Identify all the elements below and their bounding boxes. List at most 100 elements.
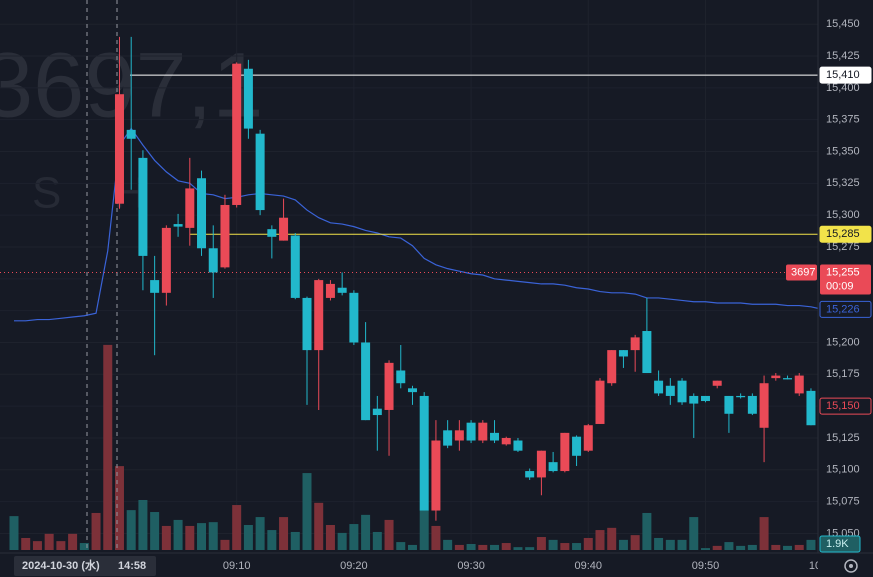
- volume-bar: [9, 516, 19, 550]
- crosshair-time: 14:58: [118, 560, 146, 572]
- volume-bar: [21, 537, 31, 550]
- volume-bar: [560, 543, 570, 550]
- candle-body: [583, 425, 593, 451]
- candle-body: [478, 422, 488, 441]
- volume-bar: [197, 523, 207, 550]
- volume-bar: [490, 544, 500, 550]
- volume-bar: [443, 539, 453, 550]
- y-tick-label: 15,075: [826, 496, 860, 508]
- candle-body: [302, 297, 312, 351]
- candle-body: [724, 395, 734, 414]
- y-tick-label: 15,400: [826, 82, 860, 94]
- candle-body: [548, 462, 558, 472]
- candle-body: [747, 395, 757, 414]
- volume-bar: [208, 522, 218, 550]
- volume-bar: [747, 544, 757, 550]
- candle-body: [771, 375, 781, 379]
- candle-body: [654, 380, 664, 394]
- candle-body: [150, 280, 160, 293]
- last-close-label-box: [819, 397, 872, 415]
- volume-bar: [372, 531, 382, 550]
- candle-body: [232, 63, 242, 205]
- candle-body: [372, 408, 382, 416]
- candle-body: [173, 224, 183, 227]
- volume-bar: [583, 537, 593, 550]
- x-tick-label: 09:20: [340, 560, 368, 572]
- volume-bar: [79, 543, 89, 550]
- volume-bar: [759, 517, 769, 550]
- candle-body: [443, 430, 453, 446]
- candle-body: [665, 385, 675, 396]
- candle-body: [700, 395, 710, 402]
- y-tick-label: 15,425: [826, 50, 860, 62]
- candle-body: [794, 375, 804, 394]
- volume-bar: [290, 531, 300, 550]
- candle-body: [243, 68, 253, 129]
- y-tick-label: 15,175: [826, 368, 860, 380]
- candle-body: [677, 380, 687, 403]
- vwap-line: [14, 127, 823, 322]
- candle-body: [290, 235, 300, 298]
- crosshair-date-box: [14, 556, 156, 576]
- x-tick-label: 09:50: [692, 560, 720, 572]
- candle-body: [349, 292, 359, 343]
- y-tick-label: 15,450: [826, 18, 860, 30]
- volume-bar: [525, 547, 535, 550]
- volume-bar: [103, 344, 113, 550]
- candle-body: [396, 370, 406, 384]
- volume-bar: [44, 533, 54, 550]
- candle-body: [454, 430, 464, 441]
- volume-bar: [243, 524, 253, 550]
- candle-body: [736, 395, 746, 398]
- volume-label-box: [819, 535, 861, 553]
- y-tick-label: 15,350: [826, 145, 860, 157]
- candle-body: [759, 383, 769, 428]
- candle-body: [361, 342, 371, 421]
- volume-bar: [384, 519, 394, 550]
- candle-body: [572, 436, 582, 456]
- candle-body: [490, 432, 500, 441]
- volume-bar: [56, 541, 66, 550]
- volume-bar: [454, 544, 464, 550]
- y-tick-label: 15,375: [826, 114, 860, 126]
- vwap-label: 15,226: [826, 303, 860, 315]
- settings-icon[interactable]: [844, 559, 858, 573]
- price-line-label: 15,410: [826, 69, 860, 81]
- volume-bar: [572, 543, 582, 550]
- candle-body: [630, 337, 640, 351]
- candle-body: [607, 350, 617, 384]
- candle-body: [138, 157, 148, 256]
- volume-bar: [138, 499, 148, 550]
- volume-bar: [724, 542, 734, 550]
- vwap-label-box: [819, 300, 872, 318]
- volume-bar: [325, 524, 335, 550]
- current-price-label: 15,255: [826, 266, 860, 278]
- volume-bar: [501, 543, 511, 550]
- volume-bar: [595, 530, 605, 550]
- candle-body: [325, 283, 335, 298]
- volume-bar: [513, 547, 523, 550]
- volume-bar: [548, 539, 558, 550]
- candle-body: [712, 380, 722, 386]
- y-tick-label: 15,100: [826, 464, 860, 476]
- volume-bar: [337, 532, 347, 550]
- y-tick-label: 15,275: [826, 241, 860, 253]
- candle-body: [114, 94, 124, 204]
- volume-bar: [407, 544, 417, 550]
- symbol-label: 3697: [791, 266, 815, 278]
- candle-body: [208, 248, 218, 273]
- candle-body: [220, 204, 230, 268]
- candle-body: [255, 133, 265, 211]
- candle-body: [536, 450, 546, 478]
- candle-body: [513, 440, 523, 451]
- volume-bar: [349, 524, 359, 550]
- volume-bar: [68, 533, 78, 550]
- candle-body: [431, 440, 441, 511]
- volume-bar: [126, 510, 136, 550]
- candle-body: [185, 188, 195, 228]
- candle-body: [279, 217, 289, 241]
- current-price-box: [820, 264, 871, 295]
- candle-body: [525, 471, 535, 478]
- volume-bar: [173, 519, 183, 550]
